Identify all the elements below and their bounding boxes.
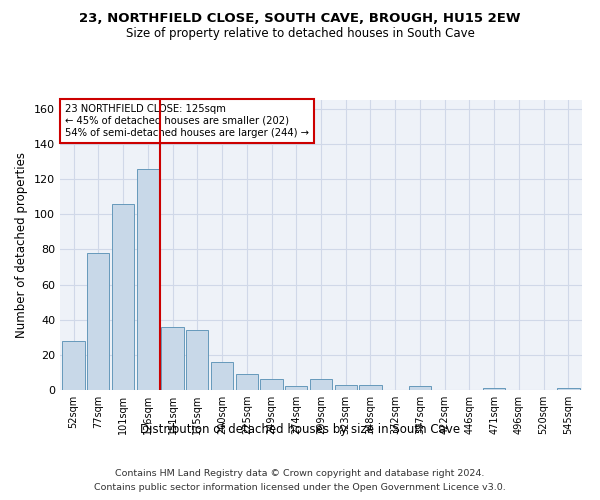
Text: 23, NORTHFIELD CLOSE, SOUTH CAVE, BROUGH, HU15 2EW: 23, NORTHFIELD CLOSE, SOUTH CAVE, BROUGH… xyxy=(79,12,521,26)
Bar xyxy=(87,253,109,390)
Bar xyxy=(62,341,85,390)
Bar xyxy=(359,384,382,390)
Bar xyxy=(211,362,233,390)
Bar xyxy=(112,204,134,390)
Text: 23 NORTHFIELD CLOSE: 125sqm
← 45% of detached houses are smaller (202)
54% of se: 23 NORTHFIELD CLOSE: 125sqm ← 45% of det… xyxy=(65,104,309,138)
Bar xyxy=(335,384,357,390)
Text: Contains HM Land Registry data © Crown copyright and database right 2024.: Contains HM Land Registry data © Crown c… xyxy=(115,468,485,477)
Text: Distribution of detached houses by size in South Cave: Distribution of detached houses by size … xyxy=(140,422,460,436)
Text: Size of property relative to detached houses in South Cave: Size of property relative to detached ho… xyxy=(125,28,475,40)
Bar xyxy=(483,388,505,390)
Bar xyxy=(260,380,283,390)
Y-axis label: Number of detached properties: Number of detached properties xyxy=(16,152,28,338)
Bar xyxy=(409,386,431,390)
Bar xyxy=(285,386,307,390)
Text: Contains public sector information licensed under the Open Government Licence v3: Contains public sector information licen… xyxy=(94,484,506,492)
Bar xyxy=(186,330,208,390)
Bar xyxy=(557,388,580,390)
Bar xyxy=(137,168,159,390)
Bar xyxy=(236,374,258,390)
Bar xyxy=(161,326,184,390)
Bar xyxy=(310,380,332,390)
